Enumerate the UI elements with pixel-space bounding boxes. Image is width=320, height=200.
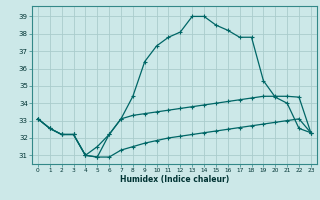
X-axis label: Humidex (Indice chaleur): Humidex (Indice chaleur) [120,175,229,184]
